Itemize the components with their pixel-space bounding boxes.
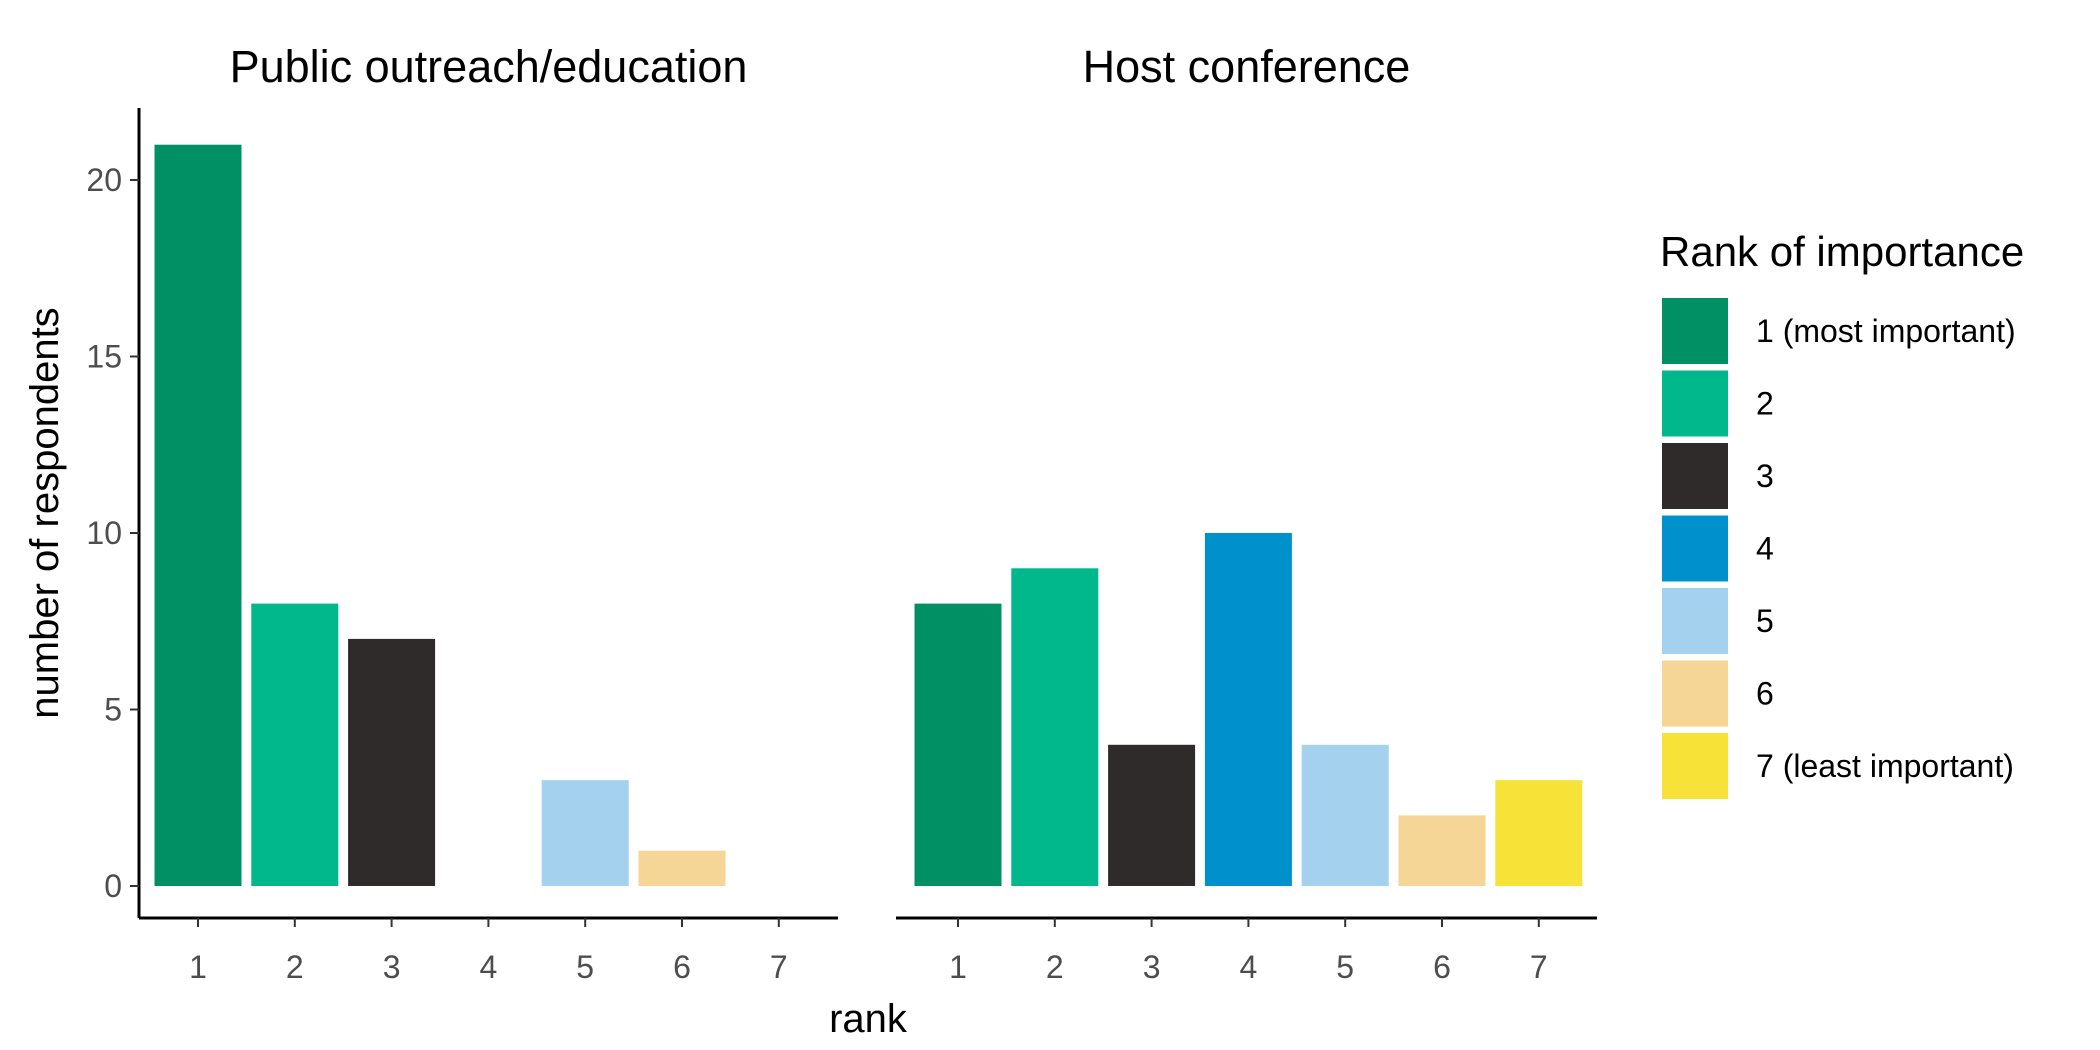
y-tick-label: 20 [86,162,122,198]
x-tick-label: 4 [480,949,498,985]
bar [541,780,629,886]
legend-swatch [1662,515,1728,582]
bar [1301,744,1389,886]
bar [638,850,726,886]
x-tick-label: 4 [1240,949,1258,985]
legend-label: 4 [1756,531,1774,567]
bar [154,144,242,886]
x-tick-label: 6 [673,949,691,985]
legend-label: 2 [1756,386,1774,422]
x-tick-label: 7 [1530,949,1548,985]
legend-swatch [1662,588,1728,654]
legend-label: 1 (most important) [1756,313,2016,349]
x-tick-label: 5 [576,949,594,985]
x-axis-title: rank [829,997,908,1041]
x-tick-label: 5 [1336,949,1354,985]
bar [1398,815,1486,886]
x-tick-label: 1 [949,949,967,985]
legend-label: 3 [1756,458,1774,494]
axes-layer [130,108,1597,927]
y-tick-label: 0 [104,868,122,904]
x-tick-label: 2 [286,949,304,985]
bar [914,603,1002,886]
x-tick-label: 2 [1046,949,1064,985]
bar [1011,568,1099,886]
bar [348,638,436,886]
panel-title: Public outreach/education [230,41,748,92]
x-tick-label: 3 [383,949,401,985]
bars-layer [154,144,1583,886]
legend-title: Rank of importance [1660,228,2024,275]
legend-label: 5 [1756,603,1774,639]
y-tick-label: 5 [104,692,122,728]
x-tick-label: 7 [770,949,788,985]
legend: Rank of importance 1 (most important) 2 3 4 5… [1660,228,2024,799]
x-tick-label: 3 [1143,949,1161,985]
x-tick-label: 1 [189,949,207,985]
bar [1495,780,1583,886]
legend-swatch [1662,733,1728,799]
legend-swatch [1662,660,1728,727]
y-tick-label: 10 [86,515,122,551]
bar [1108,744,1196,886]
legend-swatch [1662,298,1728,364]
legend-swatch [1662,370,1728,437]
legend-label: 6 [1756,676,1774,712]
y-axis-title: number of respondents [23,307,67,718]
panel-title: Host conference [1083,41,1411,92]
bar [1204,533,1292,886]
y-tick-label: 15 [86,339,122,375]
x-tick-label: 6 [1433,949,1451,985]
bar [251,603,339,886]
legend-label: 7 (least important) [1756,748,2014,784]
legend-swatch [1662,443,1728,509]
